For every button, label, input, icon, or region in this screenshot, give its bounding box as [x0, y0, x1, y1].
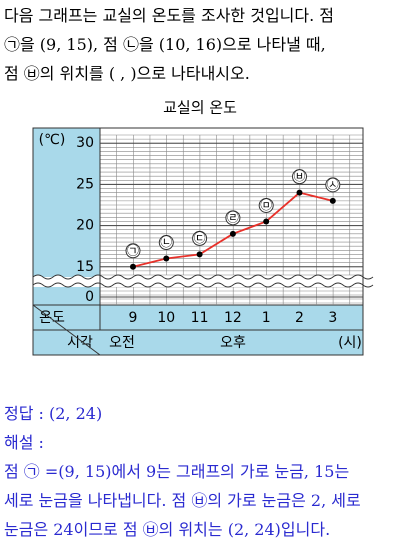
x-tick-label: 2: [295, 310, 304, 326]
point-label-bg: [158, 235, 174, 251]
x-tick-label: 9: [129, 310, 138, 326]
question-line: 점 ㉥의 위치를 ( , )으로 나타내시오.: [4, 64, 250, 83]
y-tick-label: 30: [76, 135, 94, 151]
point-label-bg: [292, 169, 307, 185]
question-line: 다음 그래프는 교실의 온도를 조사한 것입니다. 점: [4, 6, 335, 25]
point-label: ㉡: [160, 235, 172, 249]
point: [329, 197, 336, 204]
y-tick-label: 15: [76, 259, 94, 275]
y-unit: (℃): [39, 132, 66, 148]
point-label-bg: [325, 177, 341, 193]
point-label: ㉦: [327, 177, 339, 191]
x-unit: (시): [338, 335, 362, 351]
x-tick-label: 12: [224, 310, 242, 326]
point: [263, 218, 270, 225]
explanation: 점 ㉠ =(9, 15)에서 9는 그래프의 가로 눈금, 15는: [4, 462, 350, 481]
point-label: ㉠: [127, 243, 139, 257]
point: [163, 255, 170, 262]
question-line: ㉠을 (9, 15), 점 ㉡을 (10, 16)으로 나타낼 때,: [4, 35, 326, 54]
chart-title: 교실의 온도: [163, 99, 237, 117]
y-tick-label: 25: [76, 176, 94, 192]
point-label-bg: [225, 210, 241, 226]
point-label: ㉥: [293, 169, 305, 183]
x-tick-label: 3: [328, 310, 337, 326]
answer-heading: 해설 :: [4, 433, 44, 452]
pm-label: 오후: [220, 335, 246, 351]
am-label: 오전: [109, 335, 135, 351]
break-line: [32, 274, 374, 280]
y-tick-label: 0: [85, 289, 94, 305]
point: [229, 230, 236, 237]
y-tick-label: 20: [76, 218, 94, 234]
explanation: 세로 눈금을 나타냅니다. 점 ㉥의 가로 눈금은 2, 세로: [4, 491, 361, 510]
point-label: ㉢: [194, 231, 206, 245]
point-label: ㉣: [227, 210, 239, 224]
answer: 정답 : (2, 24): [4, 404, 103, 423]
x-tick-label: 11: [191, 310, 209, 326]
point-label-bg: [192, 230, 208, 246]
point-label: ㉤: [260, 198, 272, 212]
point-label-bg: [125, 243, 141, 259]
x-tick-label: 1: [262, 310, 271, 326]
point: [296, 189, 303, 196]
frame: [32, 127, 364, 356]
break-fill: [33, 277, 363, 285]
explanation: 눈금은 24이므로 점 ㉥의 위치는 (2, 24)입니다.: [4, 520, 331, 539]
break-line: [32, 282, 374, 288]
point: [196, 251, 203, 258]
x-tick-label: 10: [157, 310, 175, 326]
row-label: 시각: [67, 335, 93, 351]
point: [130, 263, 136, 270]
point-label-bg: [258, 197, 274, 213]
